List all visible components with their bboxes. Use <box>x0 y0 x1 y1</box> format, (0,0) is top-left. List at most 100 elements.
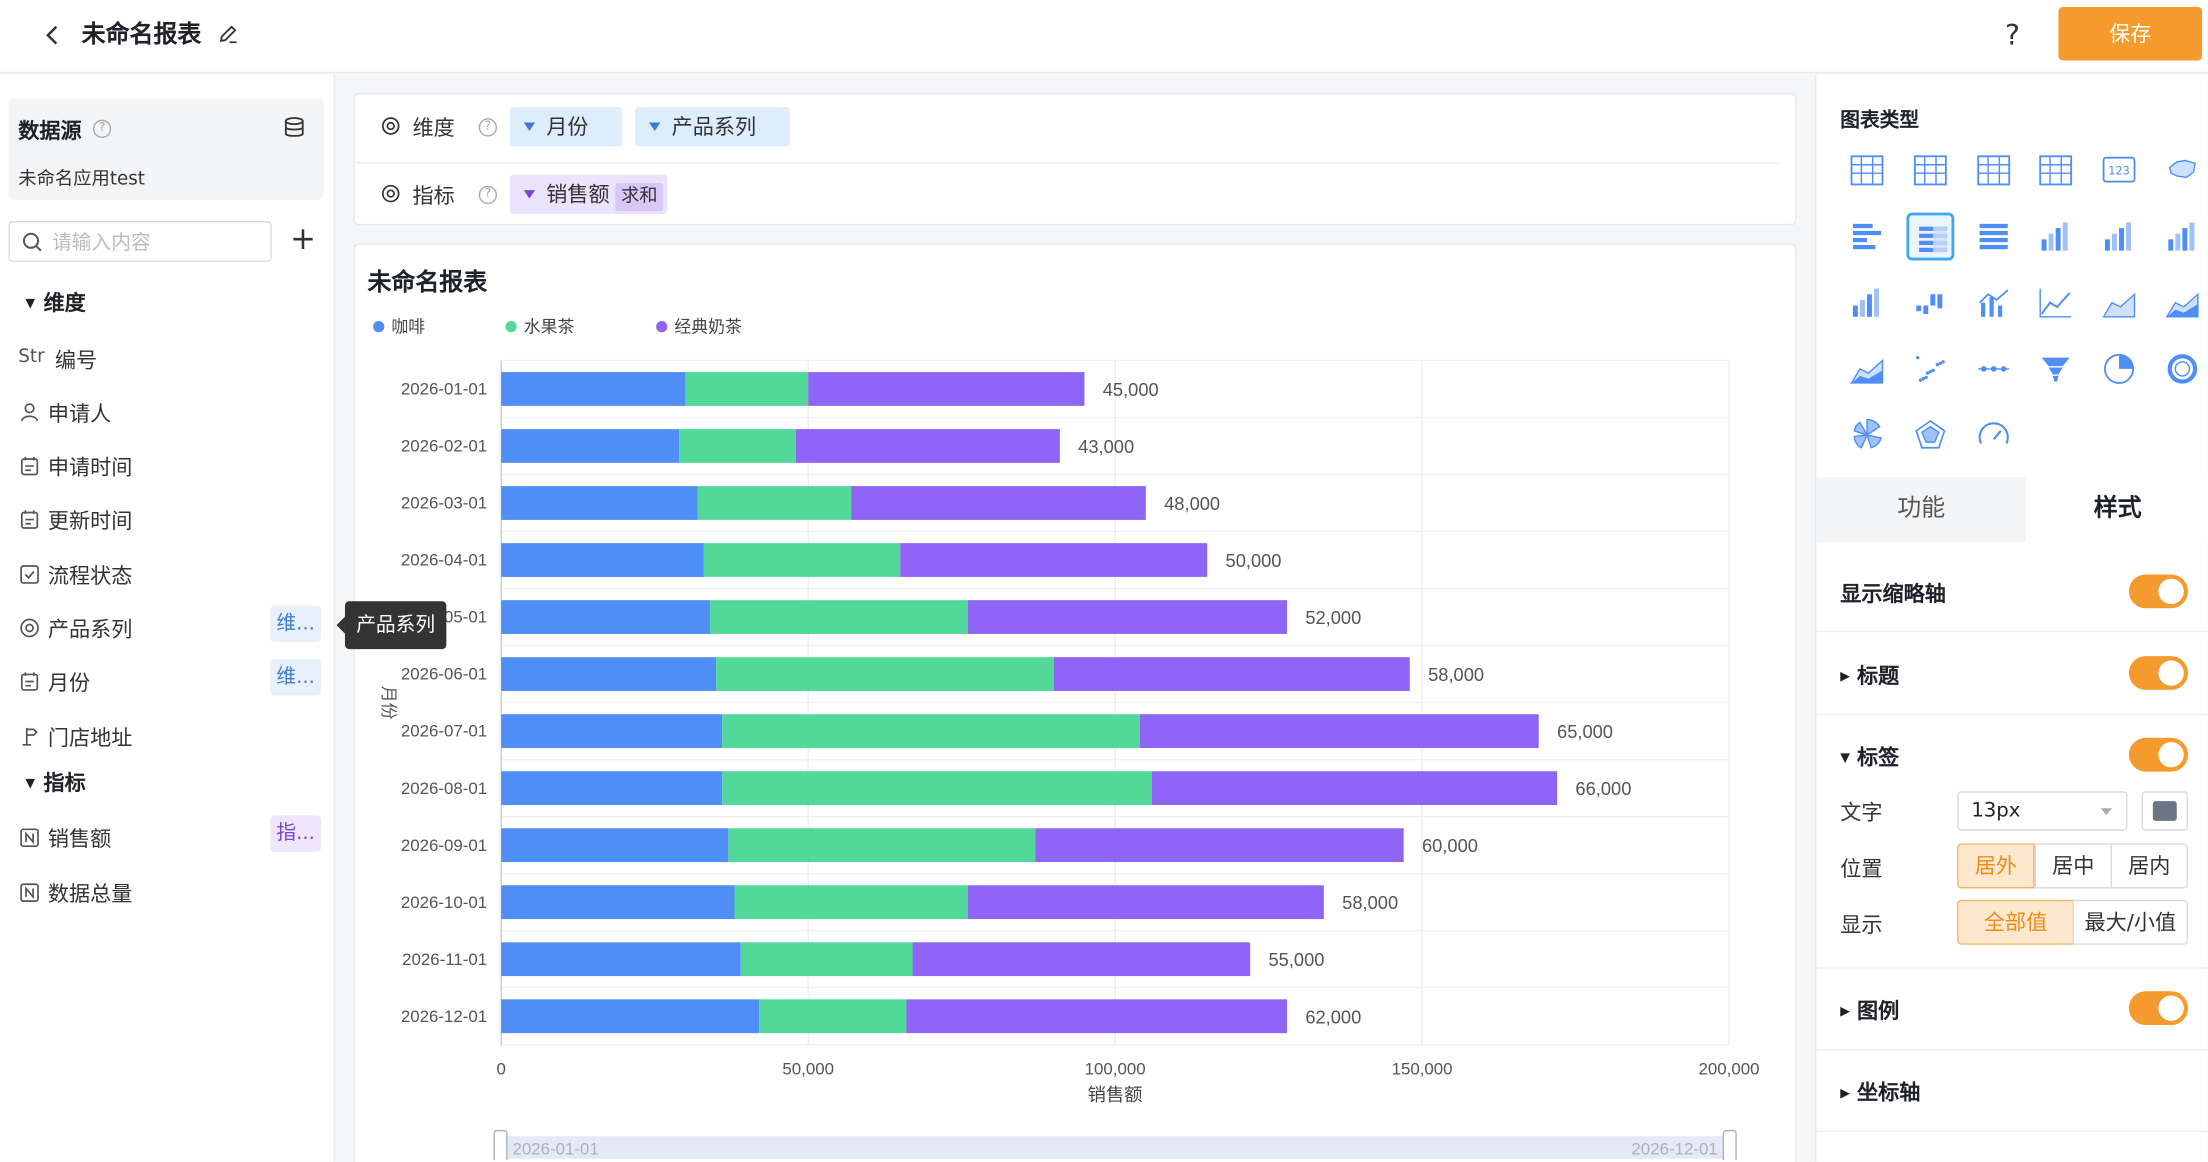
metric-chip[interactable]: 销售额 求和 <box>509 174 668 215</box>
field-item[interactable]: 销售额 指... <box>18 815 328 853</box>
percent-area-icon[interactable] <box>1843 345 1891 393</box>
percent-bar-horizontal-icon[interactable] <box>1969 213 2017 261</box>
x-tick-label: 200,000 <box>1699 1059 1760 1078</box>
dimension-chip[interactable]: 产品系列 <box>635 107 790 147</box>
dimension-section[interactable]: ▼ 维度 <box>25 290 86 316</box>
pivot-table-icon[interactable] <box>1906 146 1954 194</box>
y-tick-label: 2026-11-01 <box>402 950 487 969</box>
scatter-icon[interactable] <box>1906 345 1954 393</box>
label-option[interactable]: ▼ 标签 <box>1840 744 1900 771</box>
search-input[interactable] <box>52 228 264 257</box>
pos-outside[interactable]: 居外 <box>1957 843 2035 889</box>
field-item[interactable]: 申请时间 <box>18 451 328 482</box>
total-label: 62,000 <box>1305 1006 1361 1027</box>
display-minmax[interactable]: 最大/小值 <box>2072 899 2189 945</box>
title-option[interactable]: ▶ 标题 <box>1840 663 1900 689</box>
database-icon[interactable] <box>282 115 307 140</box>
string-type-icon: Str <box>18 346 45 368</box>
dot-line-icon[interactable] <box>1969 345 2017 393</box>
pos-inside[interactable]: 居内 <box>2110 843 2189 889</box>
field-item[interactable]: 产品系列 维... <box>18 605 328 643</box>
legend-option[interactable]: ▶ 图例 <box>1840 998 1900 1024</box>
stacked-bar-horizontal-icon[interactable] <box>1906 212 1955 261</box>
field-item[interactable]: Str 编号 <box>18 344 328 375</box>
location-icon <box>22 727 38 746</box>
tab-function[interactable]: 功能 <box>1816 477 2027 543</box>
back-icon[interactable] <box>39 21 67 49</box>
bar-segment-2 <box>728 828 1036 863</box>
edit-icon[interactable] <box>217 23 240 46</box>
field-item[interactable]: 申请人 <box>18 397 328 428</box>
field-label: 更新时间 <box>47 508 133 534</box>
add-icon[interactable]: + <box>290 222 317 258</box>
stacked-column-icon[interactable] <box>2158 213 2206 261</box>
radar-icon[interactable] <box>1906 411 1954 459</box>
x-tick-label: 100,000 <box>1085 1059 1146 1078</box>
label-toggle[interactable] <box>2128 737 2189 772</box>
bar-horizontal-icon[interactable] <box>1843 213 1891 261</box>
save-button[interactable]: 保存 <box>2058 7 2203 61</box>
dimension-chip[interactable]: 月份 <box>509 107 623 147</box>
tab-style[interactable]: 样式 <box>2026 477 2208 543</box>
legend-toggle[interactable] <box>2128 991 2189 1026</box>
area-icon[interactable] <box>2095 279 2143 327</box>
funnel-icon[interactable] <box>2032 345 2080 393</box>
column-icon[interactable] <box>2032 213 2080 261</box>
font-size-select[interactable]: 13px <box>1957 791 2128 831</box>
bar-segment-1 <box>501 372 686 406</box>
color-swatch[interactable] <box>2141 791 2189 831</box>
y-tick-label: 2026-03-01 <box>401 494 487 513</box>
combo-column-line-icon[interactable] <box>1969 279 2017 327</box>
field-item[interactable]: 更新时间 <box>18 504 328 535</box>
zoom-end-label: 2026-12-01 <box>1631 1140 1717 1159</box>
line-icon[interactable] <box>2032 279 2080 327</box>
kpi-card-icon[interactable] <box>2032 146 2080 194</box>
gauge-icon[interactable] <box>1969 411 2017 459</box>
display-label: 显示 <box>1840 912 1883 938</box>
help-icon[interactable]: ? <box>92 119 112 138</box>
stacked-area-icon[interactable] <box>2158 279 2206 327</box>
pie-icon[interactable] <box>2095 345 2143 393</box>
bar-segment-3 <box>808 372 1085 406</box>
field-item[interactable]: 数据总量 <box>18 877 328 908</box>
bar-segment-1 <box>501 999 760 1034</box>
divider <box>1816 1130 2208 1133</box>
total-label: 50,000 <box>1226 550 1282 571</box>
table-icon[interactable] <box>1843 146 1891 194</box>
y-tick-label: 2026-12-01 <box>401 1007 487 1026</box>
percent-column-icon[interactable] <box>1843 279 1891 327</box>
display-all[interactable]: 全部值 <box>1957 899 2074 945</box>
bar-segment-1 <box>501 657 717 691</box>
bar-segment-2 <box>697 486 852 520</box>
metric-section[interactable]: ▼ 指标 <box>25 770 86 796</box>
show-zoom-toggle[interactable] <box>2128 574 2189 609</box>
help-icon[interactable]: ? <box>478 118 498 137</box>
detail-table-icon[interactable] <box>1969 146 2017 194</box>
legend-label: 咖啡 <box>391 317 425 336</box>
map-icon[interactable] <box>2158 146 2206 194</box>
rose-icon[interactable] <box>1843 411 1891 459</box>
axis-option[interactable]: ▶ 坐标轴 <box>1840 1079 1921 1106</box>
y-tick-label: 2026-09-01 <box>401 836 487 855</box>
bar-segment-3 <box>906 999 1288 1034</box>
grouped-column-icon[interactable] <box>2095 213 2143 261</box>
field-item[interactable]: 门店地址 <box>18 721 328 752</box>
aggregation-badge: 求和 <box>615 183 664 212</box>
number-card-icon[interactable]: 123 <box>2095 146 2143 194</box>
target-icon <box>20 618 39 638</box>
help-icon[interactable]: ? <box>478 185 498 205</box>
legend-marker <box>373 321 385 333</box>
total-label: 52,000 <box>1305 607 1361 628</box>
donut-icon[interactable] <box>2158 345 2206 393</box>
pos-center[interactable]: 居中 <box>2034 843 2112 889</box>
title-toggle[interactable] <box>2128 656 2189 690</box>
help-icon[interactable]: ? <box>2004 18 2020 53</box>
field-label: 编号 <box>54 347 98 374</box>
calendar-icon <box>20 510 39 529</box>
waterfall-icon[interactable] <box>1906 279 1954 327</box>
total-label: 65,000 <box>1557 721 1613 742</box>
dimension-label: 维度 <box>412 115 455 141</box>
field-item[interactable]: 月份 维... <box>18 658 328 697</box>
field-item[interactable]: 流程状态 <box>18 559 328 590</box>
field-search[interactable] <box>8 221 272 262</box>
